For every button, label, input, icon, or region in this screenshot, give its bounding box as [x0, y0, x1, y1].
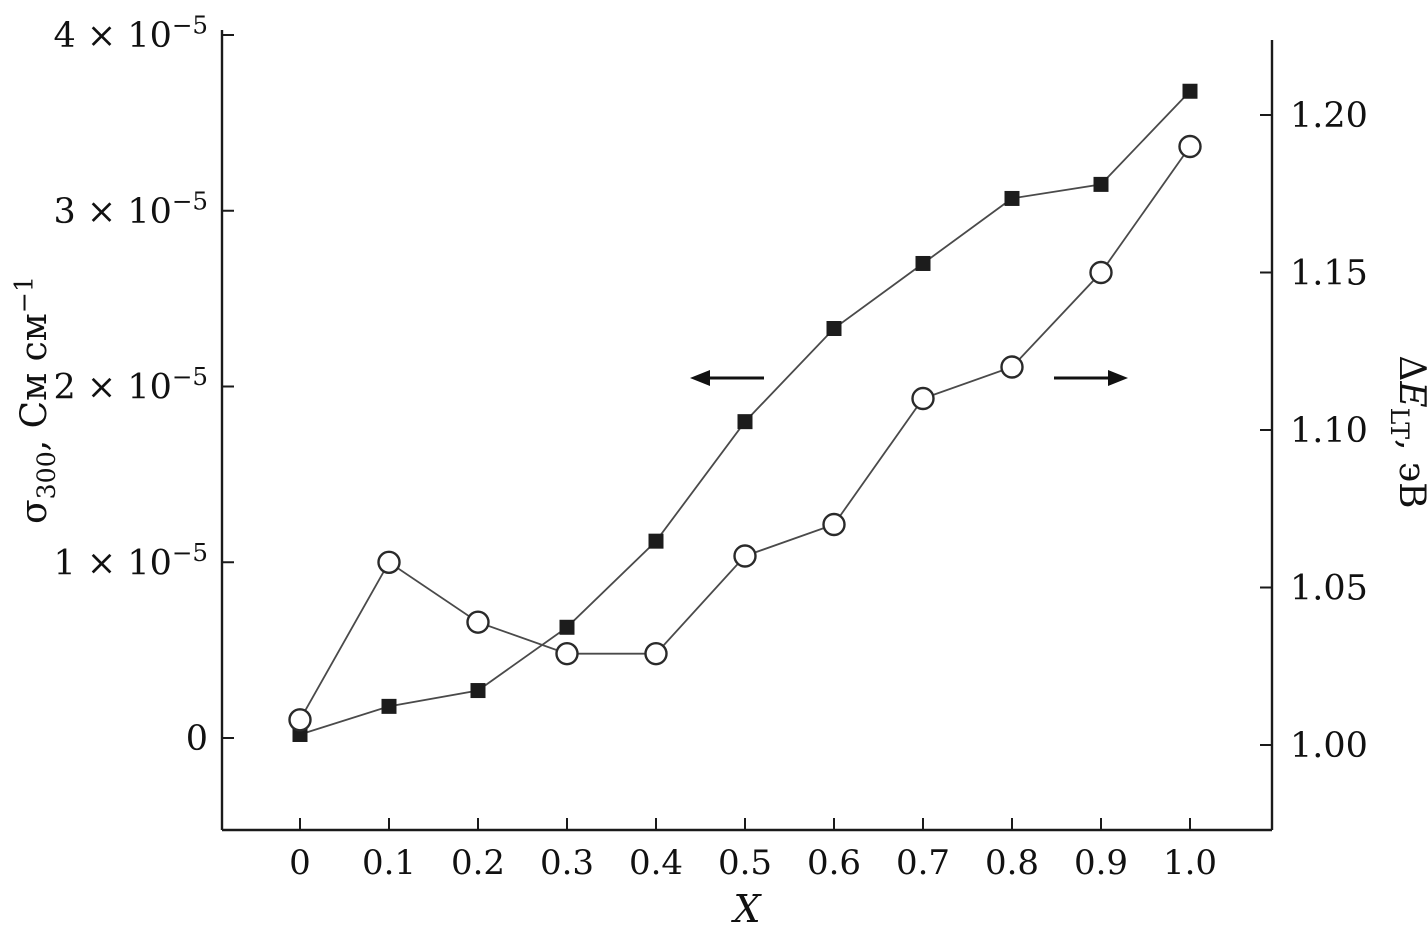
annotations [690, 370, 1128, 386]
marker-filled-square [915, 255, 931, 271]
x-axis-tick-label: 0.2 [451, 843, 505, 883]
right-arrowhead-icon [1108, 370, 1128, 386]
left-axis-tick-label: 1 × 10−5 [53, 538, 208, 583]
marker-filled-square [470, 683, 486, 699]
series-line-delta-E-LT-activation-energy [299, 145, 1191, 721]
right-axis-tick-label: 1.20 [1290, 96, 1368, 136]
left-axis-title: σ300, См см−1 [9, 276, 61, 524]
marker-open-circle [822, 512, 846, 537]
marker-open-circle [911, 386, 935, 411]
left-axis-tick-label: 2 × 10−5 [53, 362, 208, 407]
x-axis-tick-label: 0.1 [362, 843, 416, 883]
marker-open-circle [555, 641, 579, 666]
x-axis-tick-label: 0.3 [540, 843, 594, 883]
marker-open-circle [1178, 134, 1202, 159]
series-lines [299, 90, 1191, 736]
left-axis-tick-label: 3 × 10−5 [53, 186, 208, 231]
marker-open-circle [288, 708, 312, 732]
marker-filled-square [648, 533, 664, 549]
marker-filled-square [1093, 176, 1109, 192]
marker-filled-square [559, 619, 575, 635]
axes: 0 0.1 0.2 0.3 0.4 0.5 0.6 0.7 0.8 0.9 1.001 × 10−5… [53, 11, 1367, 883]
marker-open-circle [1089, 260, 1113, 285]
marker-filled-square [381, 698, 397, 714]
right-axis-title: ΔELT, эВ [1385, 355, 1427, 508]
right-axis-tick-label: 1.15 [1290, 254, 1368, 294]
left-arrowhead-icon [690, 370, 710, 386]
marker-filled-square [826, 321, 842, 337]
left-axis-tick-label: 4 × 10−5 [53, 11, 208, 56]
marker-filled-square [1182, 83, 1198, 99]
x-axis-tick-label: 0.8 [985, 843, 1039, 883]
x-axis-tick-label: 1.0 [1163, 843, 1217, 883]
marker-open-circle [733, 544, 757, 568]
left-axis-tick-label: 0 [186, 719, 208, 759]
x-axis-tick-label: 0.6 [807, 843, 861, 883]
x-axis-tick-label: 0.9 [1074, 843, 1128, 883]
right-axis-tick-label: 1.05 [1290, 569, 1368, 609]
x-axis-tick-label: 0.7 [896, 843, 950, 883]
series-markers [288, 83, 1202, 742]
right-axis-tick-label: 1.00 [1290, 726, 1368, 766]
marker-filled-square [737, 414, 753, 430]
series-line-sigma-300-conductivity [299, 90, 1191, 736]
right-axis-tick-label: 1.10 [1290, 411, 1368, 451]
marker-open-circle [377, 550, 401, 574]
marker-open-circle [466, 610, 490, 634]
x-axis-tick-label: 0 [289, 843, 311, 883]
x-axis-tick-label: 0.5 [718, 843, 772, 883]
marker-filled-square [1004, 190, 1020, 206]
x-axis-title: X [730, 887, 762, 931]
marker-open-circle [1000, 355, 1024, 379]
marker-open-circle [644, 641, 668, 666]
x-axis-tick-label: 0.4 [629, 843, 683, 883]
